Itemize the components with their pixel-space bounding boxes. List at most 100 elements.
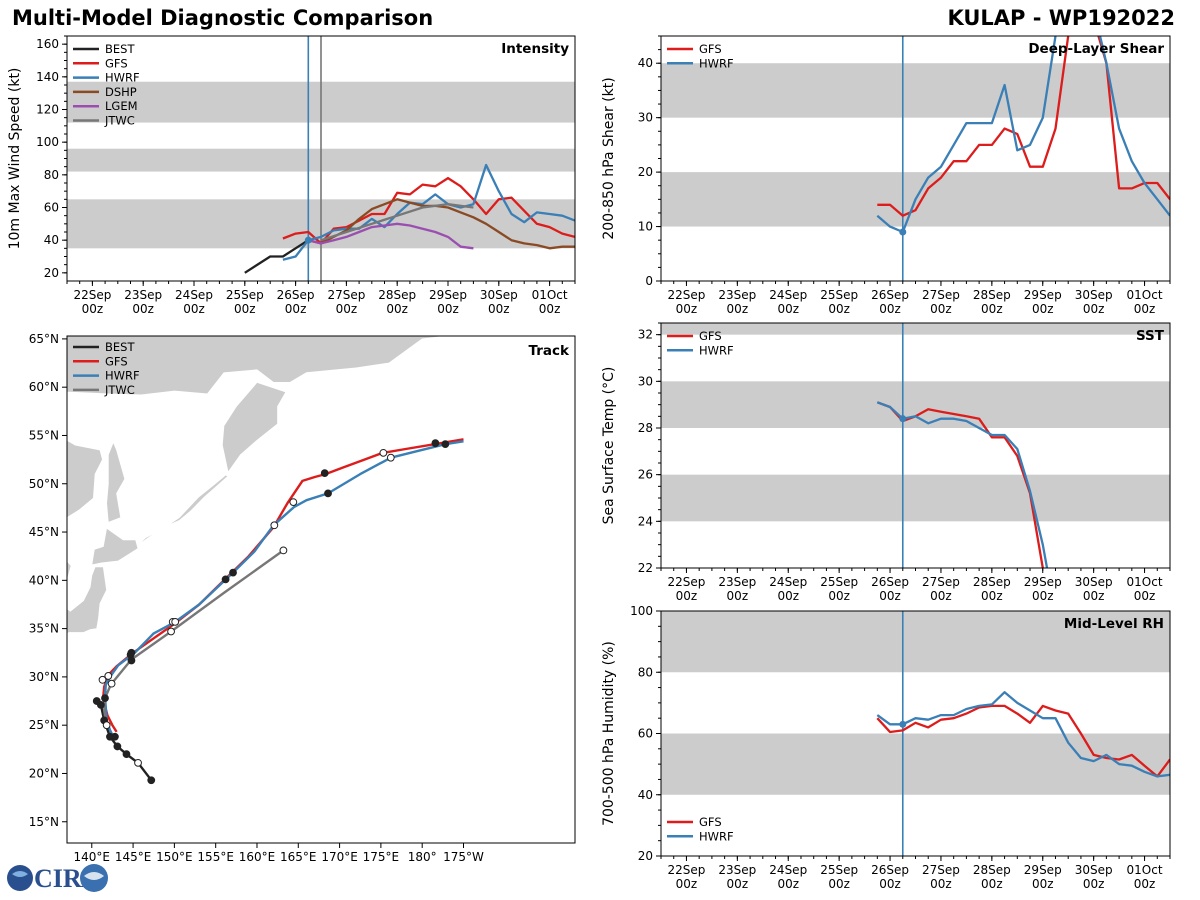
rh-series-gfs — [876, 704, 1170, 778]
shear-xtick-hour: 00z — [777, 302, 799, 316]
track-series-hwrf — [103, 440, 464, 738]
track-marker-best — [147, 776, 156, 785]
track-lat-label: 40°N — [29, 573, 59, 587]
track-marker-gfs — [221, 575, 230, 584]
shear-xtick-hour: 00z — [1032, 302, 1054, 316]
page-title: Multi-Model Diagnostic Comparison — [12, 6, 434, 30]
rh-xtick-date: 28Sep — [973, 863, 1011, 877]
intensity-xtick-date: 30Sep — [480, 288, 518, 302]
rh-xtick-date: 24Sep — [769, 863, 807, 877]
shear-plot-area — [661, 36, 1170, 281]
rh-xtick-date: 27Sep — [922, 863, 960, 877]
track-lat-label: 20°N — [29, 766, 59, 780]
intensity-xtick-date: 22Sep — [73, 288, 111, 302]
track-lon-label: 175°E — [363, 850, 400, 864]
intensity-xtick-hour: 00z — [132, 302, 154, 316]
sst-xtick-date: 23Sep — [718, 575, 756, 589]
intensity-ytick-label: 20 — [44, 266, 59, 280]
cira-logo: CIRA — [7, 864, 108, 893]
track-legend-label-best: BEST — [105, 340, 135, 354]
rh-xtick-hour: 00z — [828, 877, 850, 891]
track-marker-best — [113, 742, 122, 751]
shear-xtick-hour: 00z — [1134, 302, 1156, 316]
intensity-xtick-hour: 00z — [82, 302, 104, 316]
shear-xtick-hour: 00z — [676, 302, 698, 316]
rh-xtick-date: 01Oct — [1127, 863, 1163, 877]
intensity-xtick-date: 24Sep — [175, 288, 213, 302]
shear-xtick-date: 22Sep — [668, 288, 706, 302]
intensity-series-jtwc — [320, 203, 474, 242]
intensity-xtick-hour: 00z — [386, 302, 408, 316]
land-kurils — [136, 474, 229, 546]
sst-ytick-label: 22 — [638, 561, 653, 575]
sst-xtick-date: 24Sep — [769, 575, 807, 589]
sst-ytick-label: 32 — [638, 328, 653, 342]
rh-xtick-hour: 00z — [1083, 877, 1105, 891]
sst-xtick-hour: 00z — [676, 589, 698, 603]
sst-xtick-hour: 00z — [981, 589, 1003, 603]
track-marker-jtwc — [107, 679, 116, 688]
intensity-ytick-label: 40 — [44, 233, 59, 247]
intensity-xtick-hour: 00z — [234, 302, 256, 316]
sst-xtick-hour: 00z — [727, 589, 749, 603]
track-marker-hwrf — [441, 440, 450, 449]
shear-series-gfs — [877, 36, 1170, 217]
rh-plot-area — [661, 611, 1170, 856]
intensity-legend-label-gfs: GFS — [105, 56, 128, 70]
track-lon-label: 165°E — [280, 850, 317, 864]
shear-ylabel: 200-850 hPa Shear (kt) — [601, 77, 617, 239]
land-korea — [67, 560, 72, 581]
track-lat-label: 55°N — [29, 428, 59, 442]
shear-xtick-date: 01Oct — [1127, 288, 1163, 302]
intensity-xtick-date: 23Sep — [124, 288, 162, 302]
rh-xtick-hour: 00z — [879, 877, 901, 891]
track-marker-jtwc — [102, 721, 111, 730]
intensity-xtick-date: 01Oct — [532, 288, 568, 302]
track-marker-gfs — [379, 448, 388, 457]
track-lon-label: 160°E — [239, 850, 276, 864]
rh-ylabel: 700-500 hPa Humidity (%) — [601, 641, 617, 826]
shear-ytick-label: 40 — [638, 56, 653, 70]
shear-xtick-hour: 00z — [981, 302, 1003, 316]
intensity-ytick-label: 100 — [36, 135, 59, 149]
intensity-series-best — [244, 239, 309, 274]
track-marker-hwrf — [171, 617, 180, 626]
track-marker-jtwc — [279, 546, 288, 555]
shear-xtick-date: 30Sep — [1075, 288, 1113, 302]
shear-legend-label-gfs: GFS — [699, 42, 722, 56]
track-series-gfs — [102, 438, 464, 733]
rh-panel: 2040608010022Sep00z23Sep00z24Sep00z25Sep… — [601, 604, 1171, 891]
track-marker-gfs — [431, 439, 440, 448]
land-kamchatka — [221, 381, 287, 474]
land-kyushu-shikoku — [17, 636, 50, 662]
track-marker-best — [122, 750, 131, 759]
rh-xtick-hour: 00z — [1134, 877, 1156, 891]
track-marker-gfs — [98, 675, 107, 684]
shear-xtick-hour: 00z — [727, 302, 749, 316]
sst-xtick-date: 25Sep — [820, 575, 858, 589]
intensity-legend-label-lgem: LGEM — [105, 99, 138, 113]
track-marker-hwrf — [324, 489, 332, 498]
rh-legend-label-gfs: GFS — [699, 815, 722, 829]
sst-panel: 22242628303222Sep00z23Sep00z24Sep00z25Se… — [601, 322, 1171, 603]
sst-ytick-label: 26 — [638, 468, 653, 482]
track-marker-hwrf — [386, 453, 395, 462]
shear-xtick-hour: 00z — [828, 302, 850, 316]
sst-xtick-date: 29Sep — [1024, 575, 1062, 589]
shear-xtick-date: 24Sep — [769, 288, 807, 302]
shear-xtick-date: 28Sep — [973, 288, 1011, 302]
intensity-xtick-hour: 00z — [285, 302, 307, 316]
sst-xtick-date: 22Sep — [668, 575, 706, 589]
track-marker-hwrf — [229, 568, 237, 577]
intensity-xtick-date: 27Sep — [327, 288, 365, 302]
sst-ylabel: Sea Surface Temp (°C) — [601, 367, 617, 525]
track-marker-best — [92, 697, 101, 705]
track-marker-gfs — [320, 469, 329, 478]
land-russia-coast — [67, 336, 451, 396]
track-lat-label: 30°N — [29, 670, 59, 684]
track-lon-label: 175°W — [443, 850, 484, 864]
intensity-xtick-hour: 00z — [183, 302, 205, 316]
sst-shade-band — [661, 381, 1170, 428]
shear-xtick-hour: 00z — [930, 302, 952, 316]
